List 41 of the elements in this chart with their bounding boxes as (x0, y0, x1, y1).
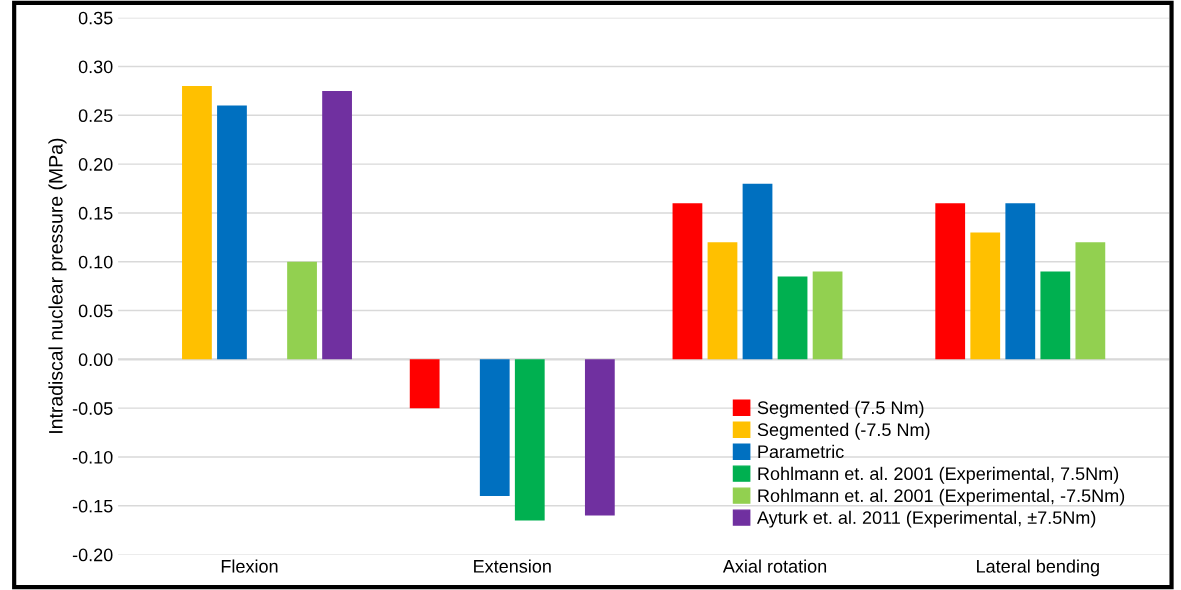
bar (322, 90, 352, 360)
y-tick-label: 0.25 (78, 109, 113, 123)
y-tick-label: 0.10 (78, 255, 113, 269)
y-tick-label: -0.10 (72, 450, 113, 464)
y-axis-title: Intradiscal nuclear pressure (MPa) (48, 138, 67, 433)
y-tick-label: 0.30 (78, 60, 113, 74)
y-tick-label: -0.20 (72, 548, 113, 562)
bar (970, 232, 1001, 360)
x-tick-label: Axial rotation (722, 559, 827, 573)
legend-label: Segmented (-7.5 Nm) (757, 422, 930, 440)
bar (514, 359, 545, 521)
x-tick-label: Flexion (221, 559, 278, 573)
bar (935, 203, 966, 360)
legend-label: Rohlmann et. al. 2001 (Experimental, 7.5Nm) (758, 466, 1119, 484)
bar (742, 183, 773, 360)
bar (479, 359, 510, 497)
bar (409, 359, 440, 409)
bar (672, 203, 703, 360)
bar (1040, 271, 1071, 360)
y-tick-label: 0.15 (78, 206, 113, 220)
legend-label: Rohlmann et. al. 2001 (Experimental, -7.5Nm) (758, 488, 1125, 506)
x-tick-label: Lateral bending (977, 559, 1099, 577)
y-tick-label: 0.00 (78, 353, 113, 367)
y-tick-label: 0.20 (78, 158, 113, 171)
y-tick-label: -0.05 (72, 402, 113, 415)
legend-label: Ayturk et. al. 2011 (Experimental, ±7.5Nm) (756, 510, 1096, 528)
y-tick-label: 0.05 (78, 304, 113, 318)
bar (584, 359, 615, 516)
y-tick-label: 0.35 (78, 11, 113, 25)
bar (812, 271, 843, 360)
bar (217, 105, 247, 360)
legend-label: Parametric (758, 444, 844, 459)
bar (707, 242, 738, 360)
y-tick-label: -0.15 (72, 499, 113, 513)
bar (287, 261, 317, 360)
legend-label: Segmented (7.5 Nm) (757, 400, 924, 418)
bar (777, 276, 808, 360)
bar (182, 86, 212, 360)
bar (1005, 203, 1036, 360)
x-tick-label: Extension (474, 559, 551, 573)
bar (1075, 242, 1106, 360)
